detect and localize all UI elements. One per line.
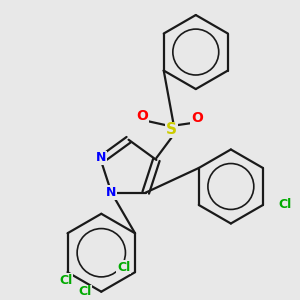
Text: Cl: Cl — [117, 261, 130, 274]
Text: O: O — [191, 111, 203, 125]
Text: S: S — [166, 122, 177, 137]
Text: O: O — [136, 109, 148, 123]
Text: Cl: Cl — [59, 274, 72, 286]
Text: Cl: Cl — [78, 285, 92, 298]
Text: Cl: Cl — [278, 199, 292, 212]
Text: N: N — [96, 152, 106, 164]
Text: N: N — [106, 186, 117, 199]
